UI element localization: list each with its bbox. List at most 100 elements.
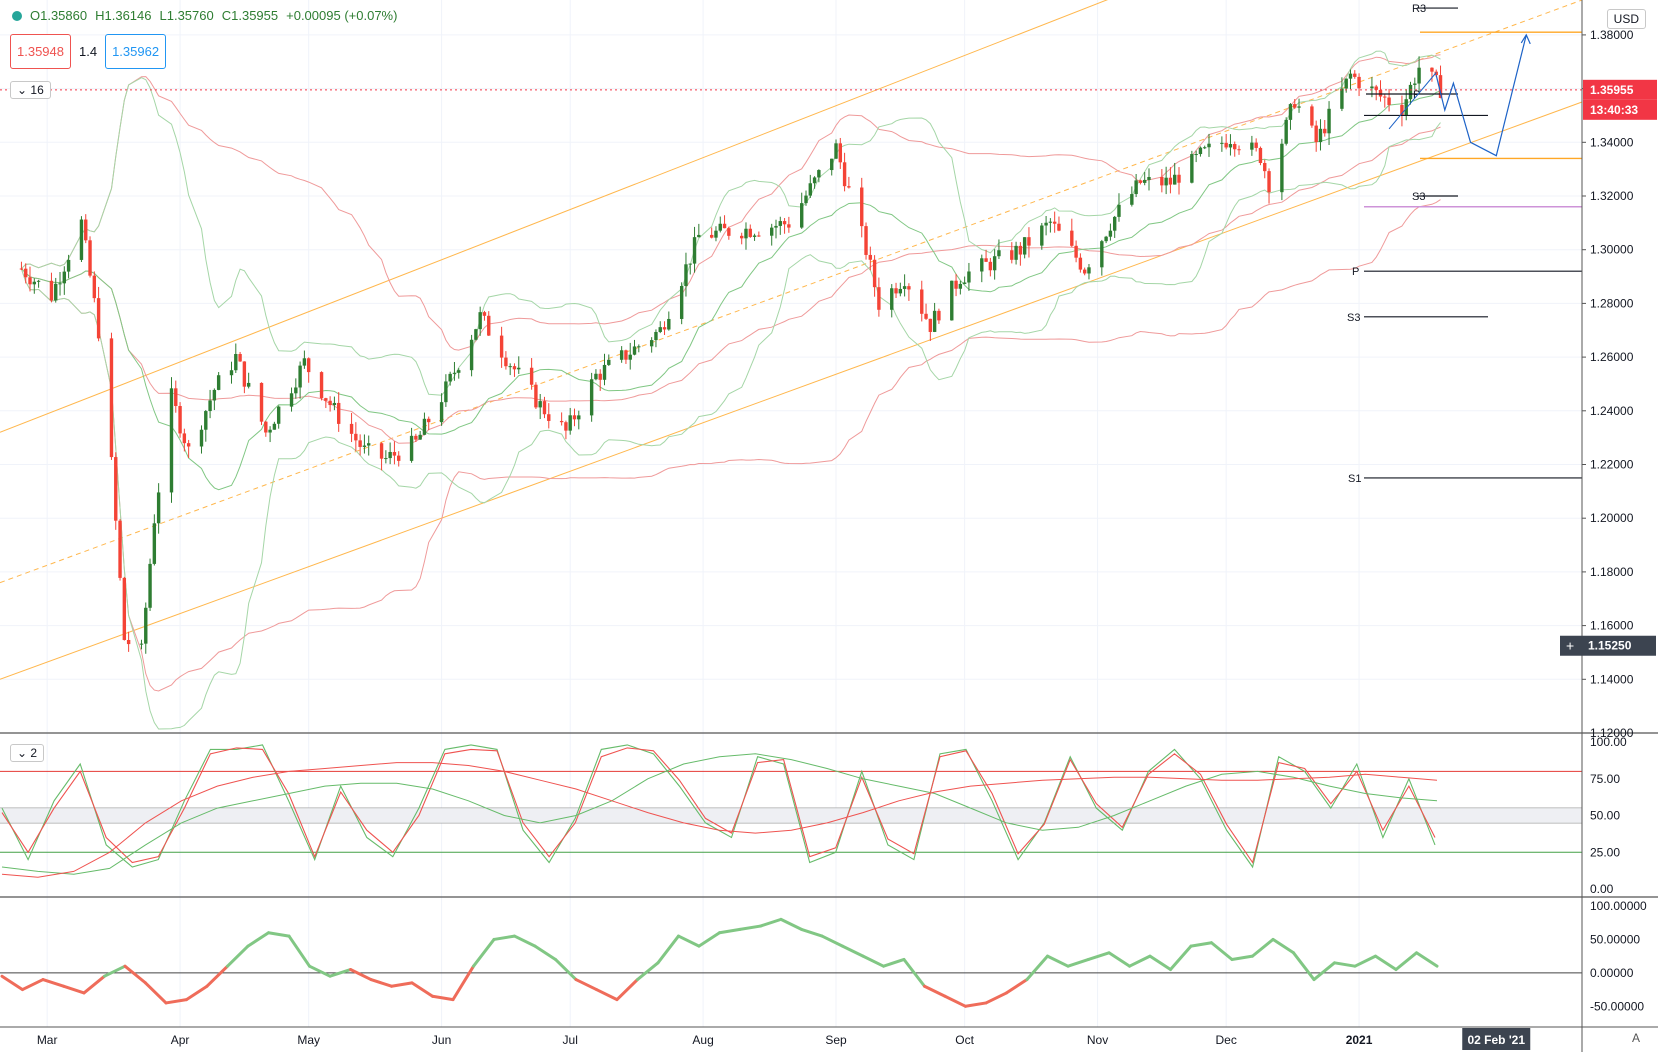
momentum-segment	[1230, 954, 1254, 961]
candle-body	[838, 143, 843, 163]
candle-body	[212, 389, 217, 401]
candle-body	[1293, 104, 1297, 108]
momentum-segment	[41, 978, 65, 988]
candle-body	[932, 310, 937, 332]
momentum-segment	[677, 934, 701, 948]
currency-button[interactable]: USD	[1606, 9, 1646, 29]
momentum-segment	[62, 984, 86, 995]
candle-body	[324, 398, 328, 401]
momentum-segment	[820, 934, 844, 948]
candle-body	[1147, 176, 1151, 180]
momentum-segment	[185, 984, 209, 1002]
momentum-segment	[738, 924, 762, 931]
momentum-segment	[923, 984, 947, 998]
buy-button[interactable]: 1.35962	[105, 34, 167, 69]
candle-body	[727, 228, 731, 236]
momentum-tick-label: -50.00000	[1590, 999, 1644, 1013]
candle-body	[439, 402, 444, 423]
candle-body	[1198, 147, 1203, 155]
momentum-segment	[1251, 937, 1275, 958]
market-status-icon	[12, 10, 22, 21]
candle-body	[234, 354, 238, 371]
candle-body	[349, 423, 354, 434]
momentum-segment	[410, 981, 434, 998]
auto-scale-button[interactable]: A	[1631, 1031, 1640, 1045]
pivot-p-top-label: P	[1413, 89, 1420, 101]
candle-body	[517, 367, 521, 370]
forecast-leg	[1388, 72, 1437, 130]
candle-body	[890, 288, 894, 310]
candle-body	[152, 523, 157, 564]
candle-body	[1310, 106, 1314, 126]
candle-body	[568, 415, 572, 431]
candle-body	[808, 183, 812, 196]
candle-body	[1010, 250, 1014, 260]
candle-body	[1357, 76, 1361, 89]
candle-body	[1142, 179, 1147, 183]
candle-body	[1348, 73, 1353, 79]
candle-body	[718, 223, 722, 231]
candle-body	[534, 384, 538, 408]
candle-body	[602, 364, 607, 380]
candle-body	[894, 288, 898, 294]
momentum-segment	[205, 964, 229, 988]
forecast-path	[1435, 34, 1527, 157]
candle-body	[88, 240, 92, 276]
candle-body	[1078, 257, 1083, 270]
candle-body	[1100, 241, 1104, 268]
momentum-segment	[0, 974, 24, 992]
momentum-tick-label: 100.00000	[1590, 899, 1647, 913]
candle-body	[452, 372, 457, 374]
candle-body	[1087, 267, 1091, 274]
last-price-badge-text: 1.35955	[1590, 83, 1634, 97]
sell-button[interactable]: 1.35948	[10, 34, 71, 69]
candle-body	[392, 451, 397, 456]
candle-body	[259, 382, 264, 422]
main-price-pane: R3 P S3 P S3 S1	[0, 0, 1583, 730]
candle-body	[667, 318, 671, 330]
candle-body	[242, 361, 247, 387]
momentum-segment	[308, 964, 332, 978]
momentum-segment	[1107, 951, 1131, 968]
candle-body	[1250, 142, 1254, 150]
candle-body	[902, 286, 907, 289]
candle-body	[336, 402, 341, 424]
candle-body	[508, 366, 512, 368]
candle-body	[817, 170, 821, 178]
candle-body	[32, 281, 36, 285]
momentum-segment	[779, 917, 803, 931]
momentum-segment	[123, 964, 147, 985]
candle-body	[594, 373, 598, 380]
momentum-segment	[513, 934, 537, 948]
price-tick-label: 1.22000	[1590, 458, 1634, 472]
momentum-segment	[431, 994, 455, 1002]
candle-body	[1408, 84, 1413, 100]
main-indicators-toggle[interactable]: ⌄ 16	[10, 81, 51, 99]
price-tick-label: 1.32000	[1590, 189, 1634, 203]
bollinger-mid-red	[21, 126, 1441, 444]
oscillator-tick-label: 100.00	[1590, 735, 1627, 749]
candle-body	[174, 388, 178, 407]
candle-body	[559, 420, 564, 423]
date-cursor-text: 02 Feb '21	[1467, 1033, 1525, 1047]
spread-value: 1.4	[79, 44, 98, 59]
candle-body	[422, 418, 427, 435]
momentum-segment	[554, 957, 578, 982]
candle-body	[96, 298, 101, 339]
candle-body	[1074, 245, 1078, 258]
indicator-count: 16	[30, 83, 44, 97]
bollinger-upper-green	[21, 50, 1441, 396]
chevron-down-icon: ⌄	[17, 83, 28, 97]
candle-body	[1438, 75, 1443, 98]
bollinger-lower-red	[20, 199, 1441, 692]
momentum-segment	[164, 998, 188, 1005]
legend-open: O1.35860	[30, 8, 88, 23]
last-price-badge	[1583, 79, 1657, 100]
momentum-segment	[800, 927, 824, 938]
candle-body	[1160, 176, 1164, 186]
candle-body	[1314, 125, 1318, 143]
candle-body	[924, 313, 928, 319]
osc-indicators-toggle[interactable]: ⌄ 2	[10, 744, 45, 762]
candle-body	[662, 327, 667, 330]
